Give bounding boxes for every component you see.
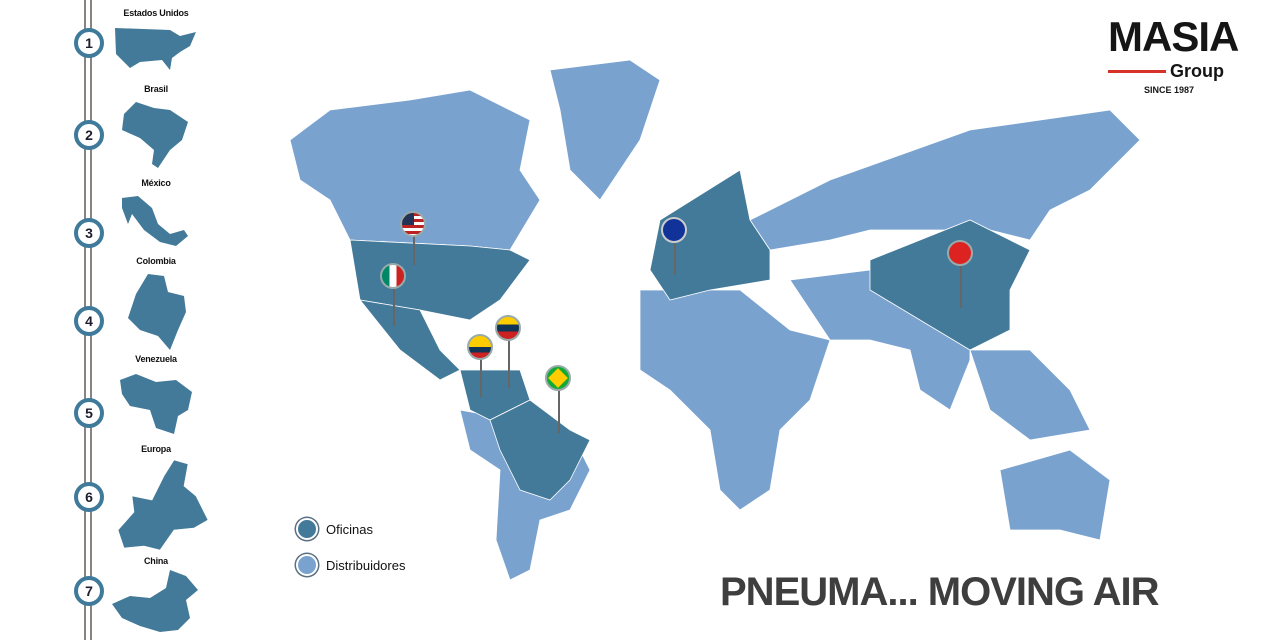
russia-asia (749, 109, 1141, 251)
china-flag-pin[interactable] (947, 240, 973, 266)
eu-flag-pin[interactable] (661, 217, 687, 243)
country-label: Brasil (144, 84, 168, 94)
country-label: Estados Unidos (123, 8, 189, 18)
usa-flag-pin[interactable] (400, 211, 426, 237)
europe (649, 169, 771, 301)
step-badge-3: 3 (74, 218, 104, 248)
greenland (549, 59, 661, 201)
usa-silhouette (115, 28, 196, 70)
africa (639, 289, 831, 511)
logo-red-bar (1108, 69, 1166, 73)
legend-label: Distribuidores (326, 557, 406, 573)
logo-since: SINCE 1987 (1144, 85, 1195, 95)
canada (289, 89, 541, 251)
step-badge-2: 2 (74, 120, 104, 150)
masia-logo: MASIA Group SINCE 1987 (1108, 14, 1258, 96)
legend-offices: Oficinas (296, 518, 373, 540)
brazil-flag-pin[interactable] (545, 365, 571, 391)
mexico-silhouette (122, 196, 188, 246)
slogan: PNEUMA... MOVING AIR (720, 570, 1160, 614)
mexico-flag-pin[interactable] (380, 263, 406, 289)
logo-sub: Group (1170, 61, 1224, 81)
europe-silhouette (117, 459, 209, 551)
legend-distributors: Distribuidores (296, 554, 405, 576)
brazil-silhouette (122, 102, 188, 168)
country-label: China (143, 556, 169, 566)
brazil (489, 399, 591, 501)
logo-brand: MASIA (1108, 13, 1239, 60)
legend-swatch-dark (296, 518, 318, 540)
country-label: Europa (141, 444, 171, 454)
country-label: México (141, 178, 171, 188)
venezuela-silhouette (120, 374, 192, 434)
world-map (289, 59, 1141, 581)
china-silhouette (112, 570, 198, 632)
china (869, 219, 1031, 351)
colombia-flag-pin[interactable] (467, 334, 493, 360)
legend-label: Oficinas (326, 521, 373, 537)
venezuela-flag-pin[interactable] (495, 315, 521, 341)
australia (999, 449, 1111, 541)
country-label: Colombia (136, 256, 176, 266)
step-badge-7: 7 (74, 576, 104, 606)
step-badge-5: 5 (74, 398, 104, 428)
legend-swatch-light (296, 554, 318, 576)
southeast-asia (969, 349, 1091, 441)
country-label: Venezuela (135, 354, 177, 364)
step-badge-6: 6 (74, 482, 104, 512)
step-badge-4: 4 (74, 306, 104, 336)
step-badge-1: 1 (74, 28, 104, 58)
colombia-silhouette (128, 274, 186, 350)
